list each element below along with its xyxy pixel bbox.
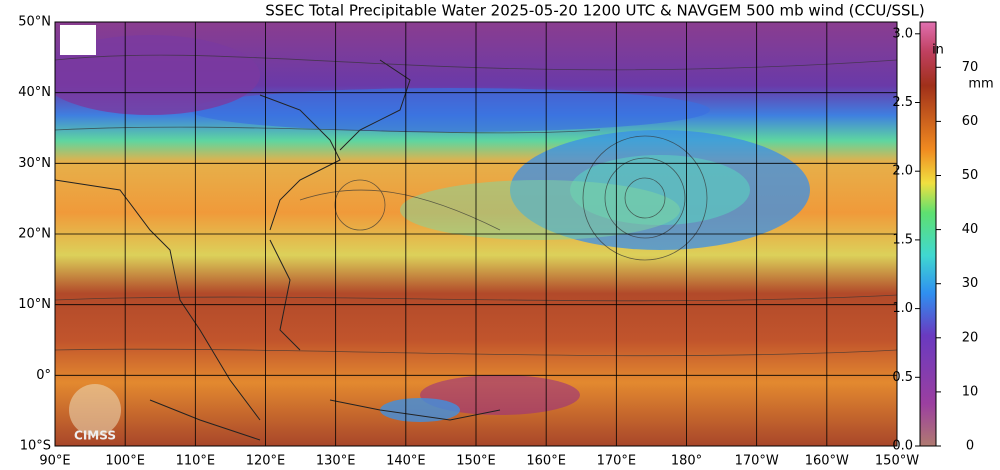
moist-region [420, 375, 580, 415]
colorbar [919, 21, 937, 447]
streamlines [55, 54, 897, 357]
lon-label: 150°E [456, 454, 496, 469]
map-frame [54, 21, 898, 447]
lat-label: 40°N [18, 85, 51, 100]
mm-tick-label: 40 [962, 222, 979, 237]
dry-region [380, 398, 460, 422]
mm-tick-label: 60 [962, 114, 979, 129]
mm-tick-label: 10 [962, 384, 979, 399]
lat-label: 10°N [18, 297, 51, 312]
lon-label: 180° [671, 454, 702, 469]
title: SSEC Total Precipitable Water 2025-05-20… [265, 2, 924, 20]
logo-badge [60, 25, 96, 55]
lat-label: 10°S [20, 439, 51, 454]
dry-region [55, 35, 260, 115]
mm-tick-label: 20 [962, 330, 979, 345]
logo-text: CIMSS [74, 429, 116, 443]
mm-tick-label: 30 [962, 276, 979, 291]
logo: CIMSS [60, 25, 121, 443]
lon-label: 100°E [105, 454, 145, 469]
in-tick-label: 1.5 [892, 232, 913, 247]
colorbar-ticks: 0.0 0.5 1.0 1.5 2.0 2.5 3.0 0 10 20 30 40 50 60 70 [892, 26, 978, 453]
lon-label: 110°E [176, 454, 216, 469]
in-tick-label: 2.0 [892, 164, 913, 179]
lon-label: 160°E [526, 454, 566, 469]
in-tick-label: 3.0 [892, 26, 913, 41]
in-tick-label: 2.5 [892, 95, 913, 110]
in-tick-label: 1.0 [892, 301, 913, 316]
unit-mm: mm [968, 77, 993, 92]
mm-tick-label: 0 [966, 439, 974, 454]
lon-label: 170°E [597, 454, 637, 469]
mm-tick-label: 70 [962, 60, 979, 75]
lat-label: 20°N [18, 227, 51, 242]
lon-label: 150°W [875, 454, 919, 469]
lat-label: 50°N [18, 15, 51, 30]
lon-label: 160°W [805, 454, 849, 469]
logo-disc [69, 384, 121, 436]
in-tick-label: 0.0 [892, 439, 913, 454]
lon-label: 140°E [386, 454, 426, 469]
mm-tick-label: 50 [962, 168, 979, 183]
moist-region [400, 180, 680, 240]
lon-label: 170°W [735, 454, 779, 469]
lat-label: 30°N [18, 156, 51, 171]
lat-label: 0° [36, 368, 51, 383]
in-tick-label: 0.5 [892, 370, 913, 385]
lon-label: 90°E [39, 454, 70, 469]
unit-in: in [932, 43, 944, 58]
moisture-band [190, 88, 710, 132]
lon-label: 120°E [246, 454, 286, 469]
lon-label: 130°E [316, 454, 356, 469]
